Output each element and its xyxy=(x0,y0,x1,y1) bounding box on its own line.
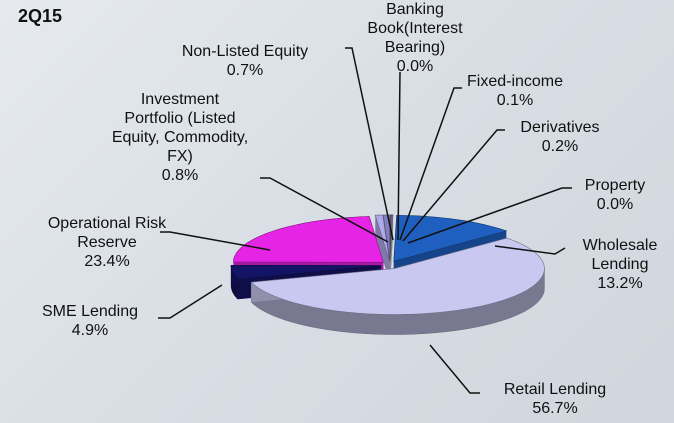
slice-label: Property 0.0% xyxy=(570,176,660,214)
category: Banking Book(Interest Bearing) xyxy=(367,1,463,56)
category: Wholesale Lending xyxy=(582,237,658,273)
category: Property xyxy=(584,177,646,194)
value-label: 4.9% xyxy=(71,322,109,339)
slice-label: Non-Listed Equity 0.7% xyxy=(145,42,345,80)
value-label: 13.2% xyxy=(597,275,643,292)
slice-label: SME Lending 4.9% xyxy=(20,302,160,340)
slice-cut xyxy=(390,214,393,281)
slice xyxy=(393,215,508,262)
category: Retail Lending xyxy=(503,381,607,398)
slices xyxy=(230,214,545,335)
slice xyxy=(230,265,382,280)
value-label: 0.8% xyxy=(161,167,199,184)
slice xyxy=(250,237,545,315)
slice-label: Fixed-income 0.1% xyxy=(465,72,565,110)
leader-lines xyxy=(158,47,572,394)
value-label: 0.7% xyxy=(226,62,264,79)
slice-label: Operational Risk Reserve 23.4% xyxy=(22,214,192,271)
category: Investment Portfolio (Listed Equity, Com… xyxy=(111,91,249,165)
slice xyxy=(382,214,391,261)
slice xyxy=(389,214,394,261)
leader xyxy=(345,47,394,241)
category: Non-Listed Equity xyxy=(181,43,309,60)
category: Operational Risk Reserve xyxy=(47,215,167,251)
value-label: 0.0% xyxy=(596,196,634,213)
leader xyxy=(399,87,462,241)
slice-cut xyxy=(375,215,390,281)
slice-label: Derivatives 0.2% xyxy=(505,118,615,156)
category: SME Lending xyxy=(41,303,139,320)
slice-label: Wholesale Lending 13.2% xyxy=(568,236,672,293)
value-label: 23.4% xyxy=(84,253,130,270)
leader xyxy=(260,177,389,243)
slice-label: Retail Lending 56.7% xyxy=(480,380,630,418)
slice xyxy=(233,216,384,263)
leader xyxy=(494,245,566,255)
value-label: 56.7% xyxy=(532,400,578,417)
category: Derivatives xyxy=(520,119,600,136)
leader xyxy=(397,71,401,241)
leader xyxy=(158,284,223,319)
leader xyxy=(429,344,480,394)
value-label: 0.0% xyxy=(396,58,434,75)
value-label: 0.2% xyxy=(541,138,579,155)
category: Fixed-income xyxy=(466,73,564,90)
slice-label: Banking Book(Interest Bearing) 0.0% xyxy=(355,0,475,76)
leader xyxy=(402,129,505,242)
leader xyxy=(407,187,572,244)
value-label: 0.1% xyxy=(496,92,534,109)
slice xyxy=(374,214,390,262)
chart-title: 2Q15 xyxy=(18,6,63,26)
slice-label: Investment Portfolio (Listed Equity, Com… xyxy=(105,90,255,185)
leader xyxy=(160,231,271,251)
